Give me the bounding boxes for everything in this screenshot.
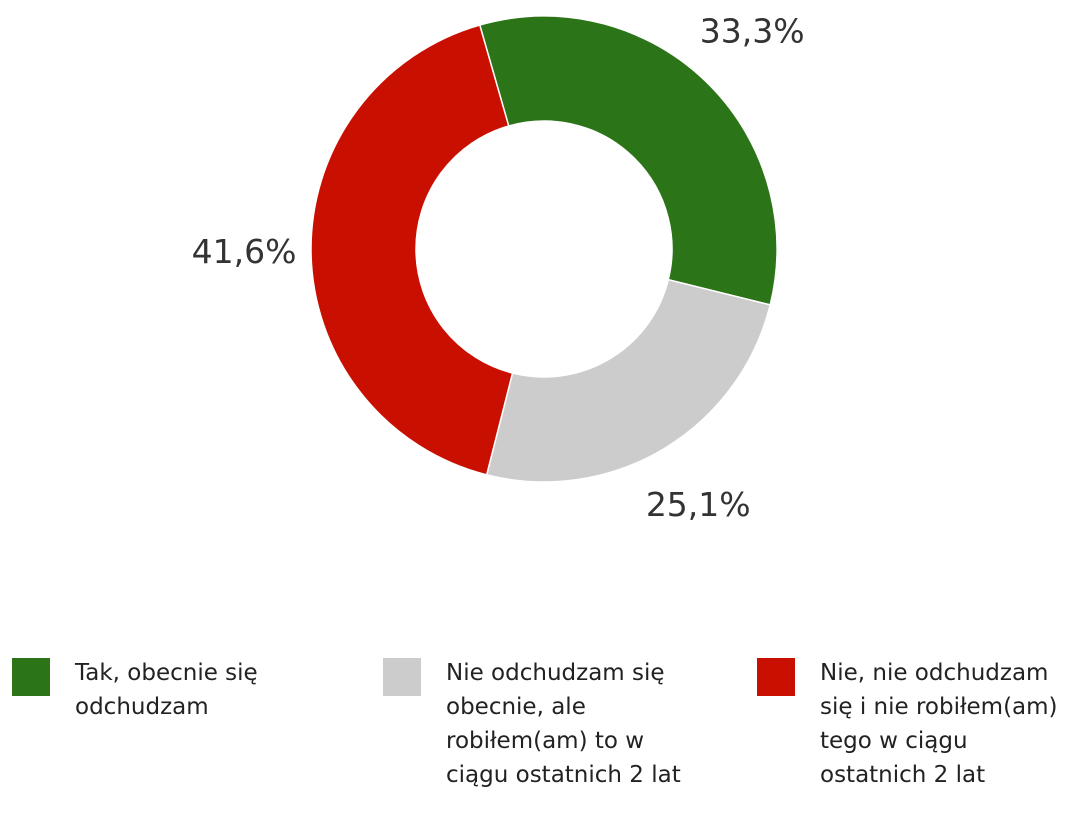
value-label: 33,3% (700, 11, 805, 50)
legend-label: Nie, nie odchudzam się i nie robiłem(am)… (820, 660, 1058, 788)
donut-segment (485, 278, 772, 483)
legend-label: Nie odchudzam się obecnie, ale robiłem(a… (446, 660, 681, 788)
donut-segment (478, 15, 778, 306)
chart: 33,3% 25,1% 41,6% (192, 11, 805, 524)
legend-item: Tak, obecnie się odchudzam (12, 658, 325, 724)
legend-label: Tak, obecnie się odchudzam (75, 660, 258, 720)
legend-swatch (12, 658, 50, 696)
legend-item: Nie odchudzam się obecnie, ale robiłem(a… (383, 658, 696, 792)
legend-swatch (757, 658, 795, 696)
donut-segment (310, 24, 514, 476)
value-label: 25,1% (646, 485, 751, 524)
legend-item: Nie, nie odchudzam się i nie robiłem(am)… (757, 658, 1070, 792)
value-label: 41,6% (192, 232, 297, 271)
legend-swatch (383, 658, 421, 696)
